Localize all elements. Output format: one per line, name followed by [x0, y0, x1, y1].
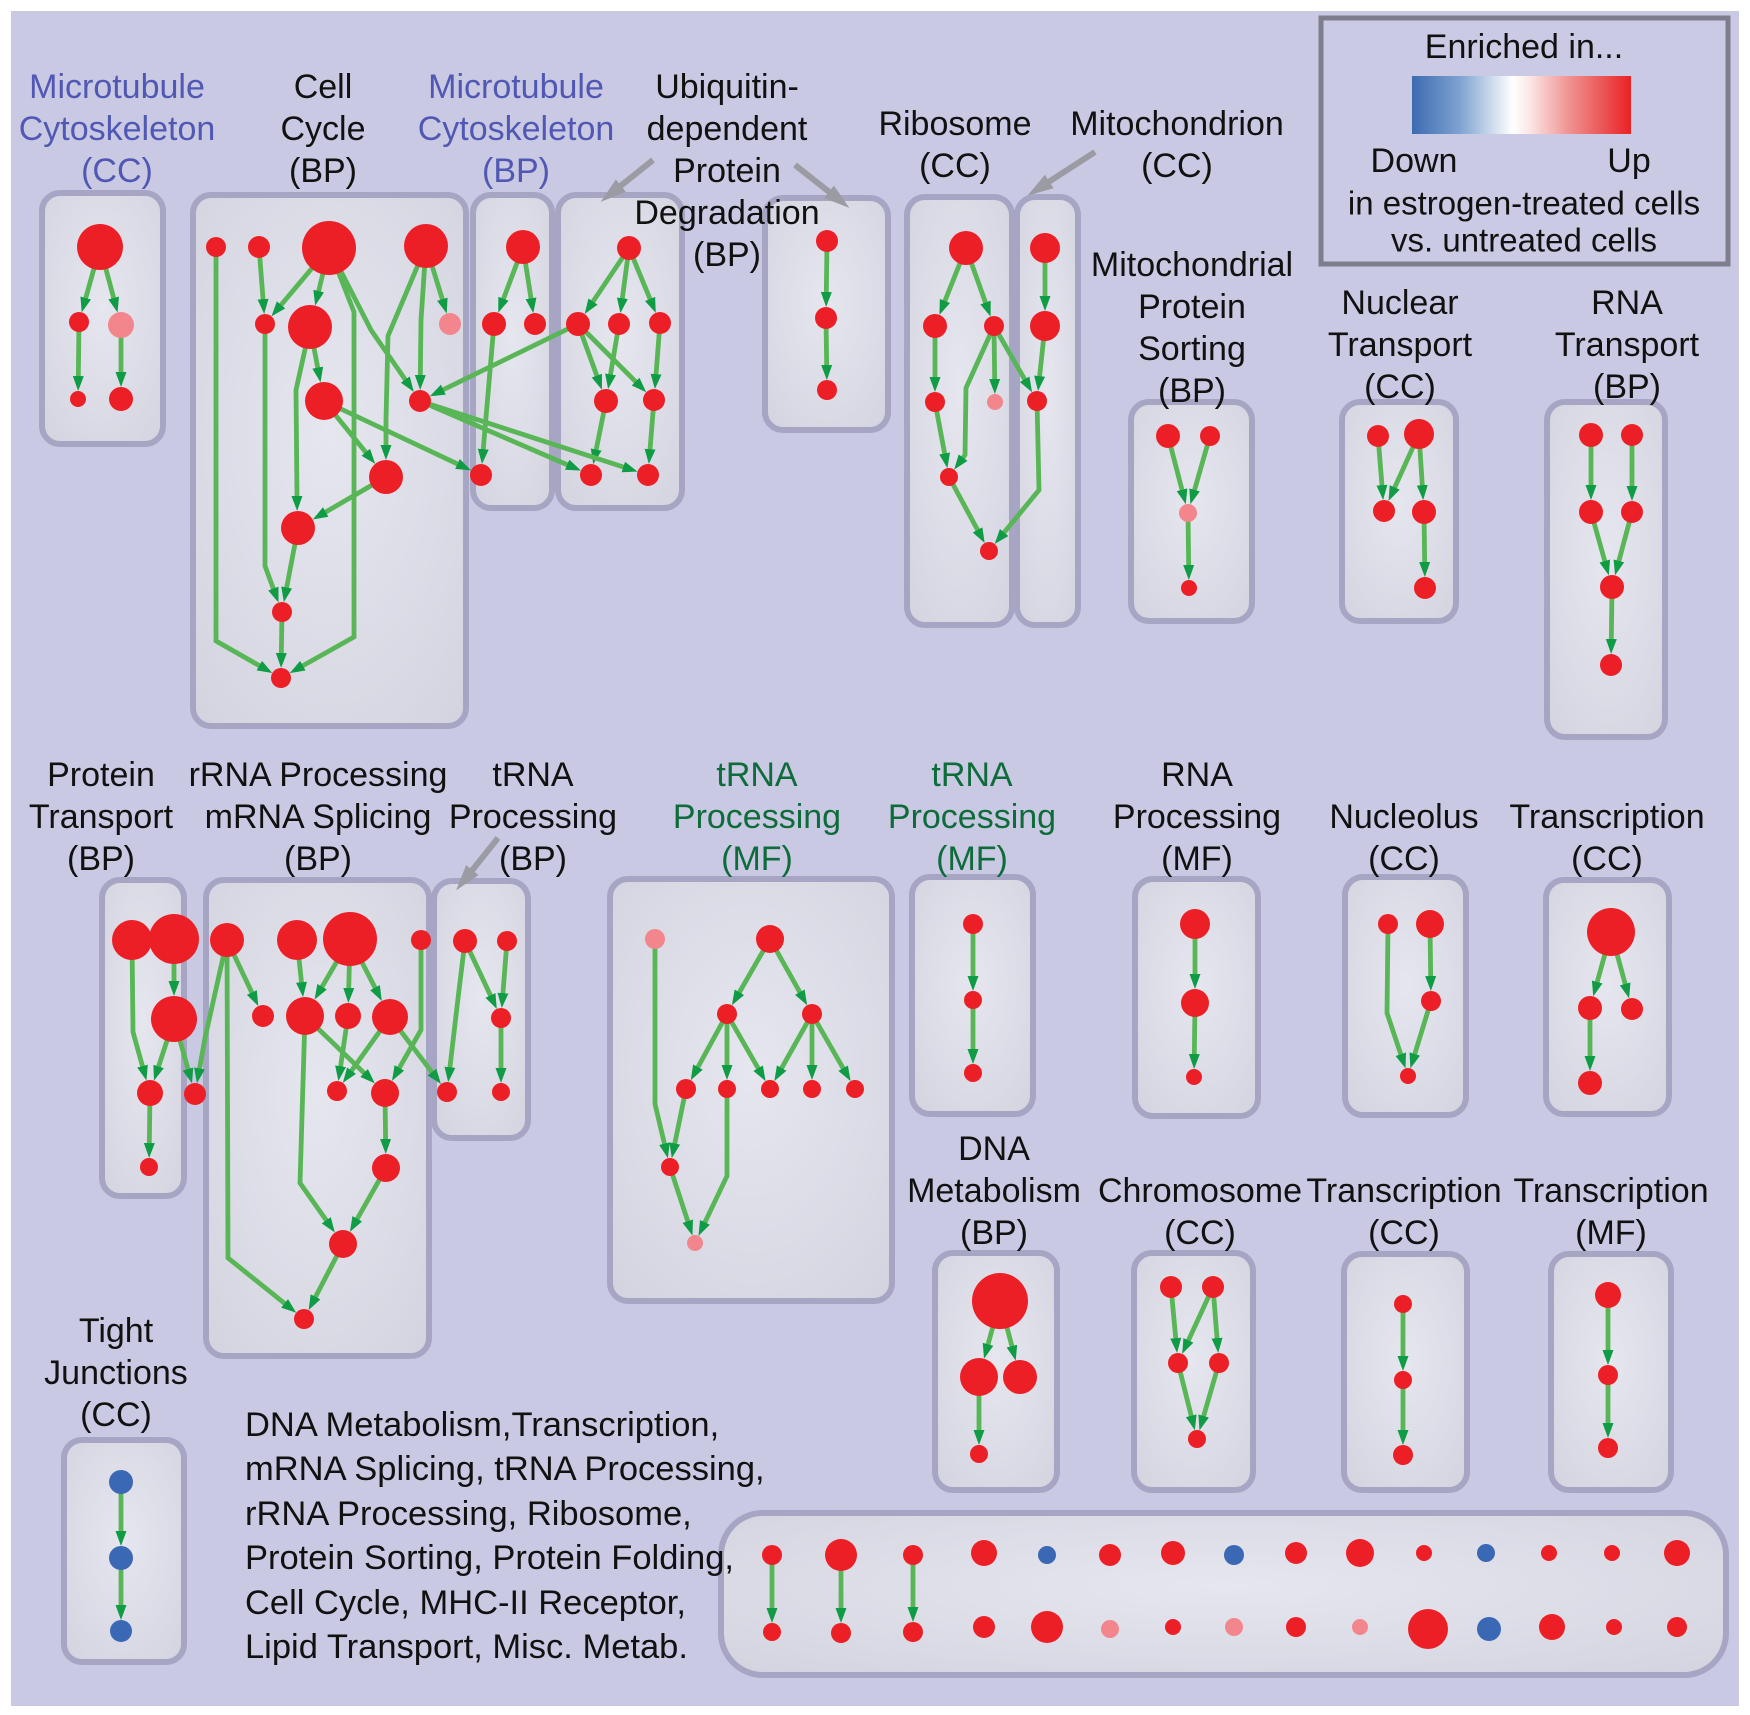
svg-text:(MF): (MF): [1575, 1214, 1647, 1252]
svg-text:(BP): (BP): [960, 1214, 1028, 1252]
svg-text:tRNA: tRNA: [931, 756, 1013, 794]
svg-text:Microtubule: Microtubule: [428, 68, 604, 106]
svg-text:Transport: Transport: [1328, 326, 1473, 364]
svg-text:vs. untreated cells: vs. untreated cells: [1391, 222, 1657, 259]
svg-text:(BP): (BP): [693, 236, 761, 274]
svg-text:(CC): (CC): [1368, 1214, 1440, 1252]
svg-text:tRNA: tRNA: [492, 756, 574, 794]
svg-text:Enriched in...: Enriched in...: [1425, 28, 1623, 66]
svg-text:tRNA: tRNA: [716, 756, 798, 794]
svg-text:Metabolism: Metabolism: [907, 1172, 1081, 1210]
svg-text:(CC): (CC): [1571, 840, 1643, 878]
svg-text:Up: Up: [1607, 142, 1650, 180]
svg-text:Cell Cycle, MHC-II Receptor,: Cell Cycle, MHC-II Receptor,: [245, 1584, 686, 1622]
svg-text:Processing: Processing: [888, 798, 1056, 836]
svg-text:(CC): (CC): [1164, 1214, 1236, 1252]
svg-text:mRNA Splicing: mRNA Splicing: [205, 798, 432, 836]
svg-text:Ribosome: Ribosome: [878, 105, 1031, 143]
svg-text:(MF): (MF): [936, 840, 1008, 878]
svg-text:Cytoskeleton: Cytoskeleton: [418, 110, 615, 148]
svg-text:Transcription: Transcription: [1509, 798, 1704, 836]
svg-text:Tight: Tight: [79, 1312, 154, 1350]
svg-text:Transport: Transport: [29, 798, 174, 836]
svg-text:(BP): (BP): [499, 840, 567, 878]
svg-text:Protein Sorting, Protein Foldi: Protein Sorting, Protein Folding,: [245, 1539, 734, 1577]
svg-text:DNA Metabolism,Transcription,: DNA Metabolism,Transcription,: [245, 1406, 719, 1444]
svg-text:Processing: Processing: [1113, 798, 1281, 836]
svg-text:Protein: Protein: [673, 152, 781, 190]
svg-text:RNA: RNA: [1591, 284, 1663, 322]
svg-text:Processing: Processing: [673, 798, 841, 836]
svg-text:(BP): (BP): [482, 152, 550, 190]
svg-text:(CC): (CC): [919, 147, 991, 185]
svg-text:Microtubule: Microtubule: [29, 68, 205, 106]
svg-text:Cycle: Cycle: [280, 110, 365, 148]
svg-text:(BP): (BP): [67, 840, 135, 878]
svg-text:Chromosome: Chromosome: [1098, 1172, 1302, 1210]
svg-text:(BP): (BP): [1158, 372, 1226, 410]
svg-text:Junctions: Junctions: [44, 1354, 188, 1392]
svg-text:Transport: Transport: [1555, 326, 1700, 364]
svg-text:(CC): (CC): [1141, 147, 1213, 185]
svg-text:Cell: Cell: [294, 68, 353, 106]
svg-text:Nucleolus: Nucleolus: [1329, 798, 1478, 836]
svg-text:(CC): (CC): [81, 152, 153, 190]
svg-text:Nuclear: Nuclear: [1341, 284, 1458, 322]
svg-text:(CC): (CC): [1368, 840, 1440, 878]
svg-text:rRNA Processing: rRNA Processing: [189, 756, 448, 794]
svg-text:Down: Down: [1371, 142, 1458, 180]
svg-text:DNA: DNA: [958, 1130, 1030, 1168]
svg-text:Ubiquitin-: Ubiquitin-: [655, 68, 799, 106]
svg-text:(BP): (BP): [289, 152, 357, 190]
svg-text:(BP): (BP): [1593, 368, 1661, 406]
svg-text:Lipid Transport, Misc. Metab.: Lipid Transport, Misc. Metab.: [245, 1628, 688, 1666]
svg-text:Protein: Protein: [47, 756, 155, 794]
svg-text:Transcription: Transcription: [1513, 1172, 1708, 1210]
svg-text:(BP): (BP): [284, 840, 352, 878]
svg-text:in estrogen-treated cells: in estrogen-treated cells: [1348, 185, 1700, 222]
svg-text:Mitochondrion: Mitochondrion: [1070, 105, 1284, 143]
svg-text:Degradation: Degradation: [634, 194, 819, 232]
svg-text:rRNA Processing, Ribosome,: rRNA Processing, Ribosome,: [245, 1495, 692, 1533]
svg-text:Transcription: Transcription: [1306, 1172, 1501, 1210]
svg-text:Protein: Protein: [1138, 288, 1246, 326]
svg-text:mRNA Splicing, tRNA Processing: mRNA Splicing, tRNA Processing,: [245, 1450, 765, 1488]
svg-text:Mitochondrial: Mitochondrial: [1091, 246, 1293, 284]
svg-text:(MF): (MF): [721, 840, 793, 878]
svg-text:(MF): (MF): [1161, 840, 1233, 878]
svg-text:RNA: RNA: [1161, 756, 1233, 794]
svg-text:Processing: Processing: [449, 798, 617, 836]
svg-text:Sorting: Sorting: [1138, 330, 1246, 368]
svg-text:(CC): (CC): [80, 1396, 152, 1434]
svg-text:Cytoskeleton: Cytoskeleton: [19, 110, 216, 148]
svg-text:dependent: dependent: [647, 110, 808, 148]
svg-text:(CC): (CC): [1364, 368, 1436, 406]
